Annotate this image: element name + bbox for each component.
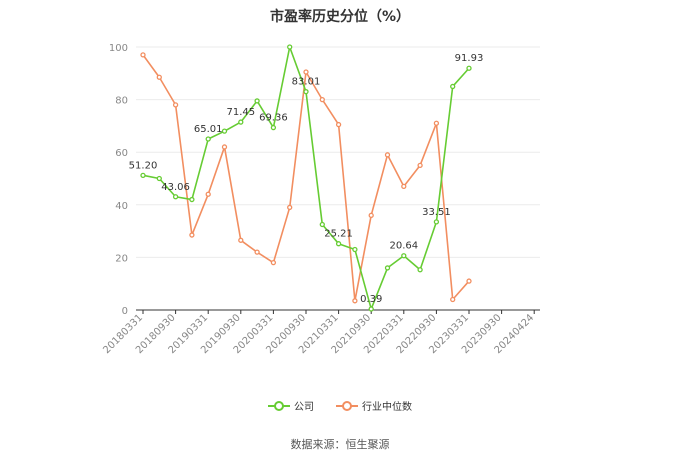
data-point bbox=[254, 98, 260, 104]
data-point bbox=[417, 162, 423, 169]
data-point bbox=[466, 278, 472, 284]
data-point bbox=[450, 83, 456, 90]
y-tick-label: 60 bbox=[115, 148, 128, 159]
y-tick-label: 0 bbox=[122, 306, 128, 317]
data-point bbox=[335, 121, 342, 128]
data-point bbox=[287, 44, 293, 50]
data-label: 33.51 bbox=[422, 207, 451, 218]
data-point bbox=[287, 204, 293, 211]
data-label: 71.45 bbox=[226, 107, 255, 118]
data-point bbox=[417, 267, 423, 273]
data-point bbox=[156, 74, 162, 80]
data-point bbox=[450, 296, 456, 303]
data-point bbox=[270, 260, 277, 266]
legend-item-company[interactable]: 公司 bbox=[268, 398, 314, 413]
data-label: 65.01 bbox=[194, 124, 223, 135]
chart-legend: 公司 行业中位数 bbox=[0, 398, 680, 413]
data-point bbox=[238, 237, 244, 243]
data-label: 91.93 bbox=[455, 53, 484, 64]
data-label: 20.64 bbox=[389, 241, 418, 252]
data-point bbox=[221, 128, 228, 134]
data-point bbox=[140, 52, 146, 58]
legend-company-marker-icon bbox=[268, 400, 290, 411]
data-point bbox=[368, 306, 374, 312]
data-label: 51.20 bbox=[129, 160, 158, 171]
legend-industry-label: 行业中位数 bbox=[362, 402, 412, 413]
data-point bbox=[352, 246, 358, 253]
data-point bbox=[172, 194, 179, 200]
chart-title: 市盈率历史分位（%） bbox=[269, 9, 411, 25]
y-tick-label: 40 bbox=[115, 201, 128, 212]
data-point bbox=[189, 232, 195, 238]
data-point bbox=[384, 265, 391, 271]
y-tick-label: 100 bbox=[109, 43, 128, 54]
data-point bbox=[319, 96, 325, 103]
series-industry bbox=[140, 52, 472, 304]
data-point bbox=[352, 298, 358, 304]
data-point bbox=[303, 69, 309, 75]
data-label: 25.21 bbox=[324, 229, 353, 240]
data-point bbox=[384, 152, 391, 158]
y-tick-label: 80 bbox=[115, 96, 128, 107]
legend-company-label: 公司 bbox=[294, 402, 314, 413]
data-label: 83.01 bbox=[292, 77, 321, 88]
data-point bbox=[335, 241, 342, 247]
data-point bbox=[433, 219, 440, 225]
y-tick-label: 20 bbox=[115, 253, 128, 264]
legend-industry-marker-icon bbox=[336, 400, 358, 411]
data-point bbox=[466, 65, 472, 71]
data-point bbox=[270, 124, 277, 131]
data-point bbox=[401, 253, 407, 259]
series-company bbox=[140, 44, 472, 312]
legend-item-industry[interactable]: 行业中位数 bbox=[336, 398, 412, 413]
data-point bbox=[221, 144, 228, 150]
data-point bbox=[368, 212, 374, 218]
data-point bbox=[156, 175, 162, 182]
data-point bbox=[189, 196, 195, 203]
data-point bbox=[238, 119, 244, 125]
data-label: 69.36 bbox=[259, 113, 288, 124]
data-point bbox=[254, 249, 260, 255]
data-point bbox=[433, 120, 440, 126]
data-label: 43.06 bbox=[161, 182, 190, 193]
data-point bbox=[172, 102, 179, 108]
data-point bbox=[205, 136, 211, 142]
data-point bbox=[303, 89, 309, 95]
data-point bbox=[140, 172, 146, 178]
data-source: 数据来源：恒生聚源 bbox=[290, 438, 390, 451]
data-point bbox=[401, 183, 407, 190]
data-point bbox=[205, 191, 211, 197]
data-label: 0.39 bbox=[360, 294, 382, 305]
data-point bbox=[319, 221, 325, 228]
